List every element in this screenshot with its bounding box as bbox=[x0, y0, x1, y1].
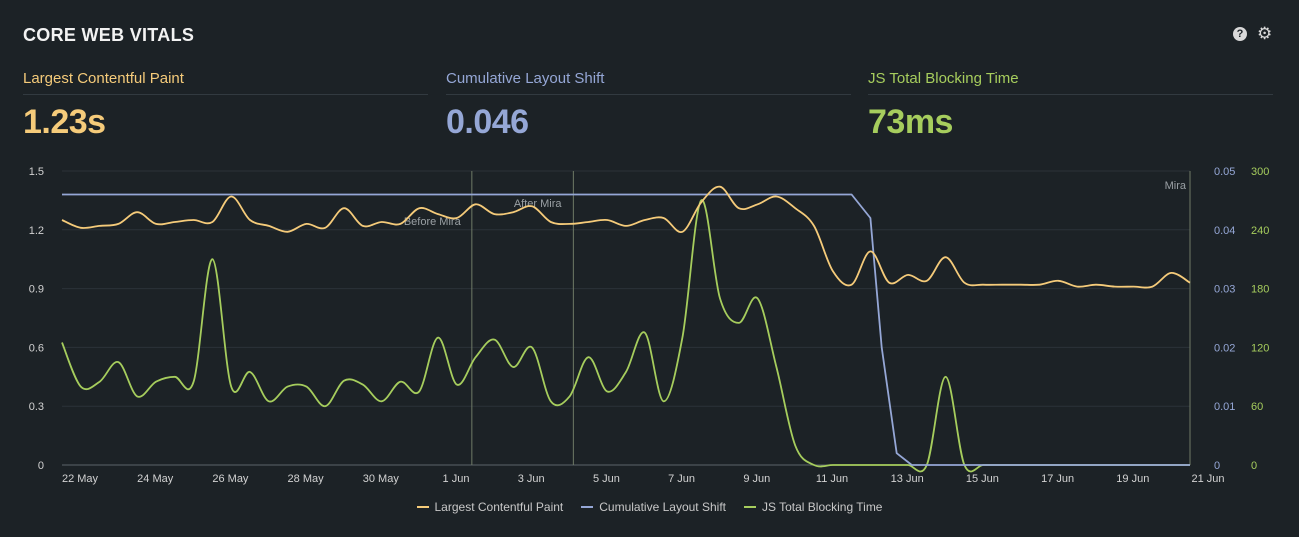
x-tick-label: 15 Jun bbox=[966, 473, 999, 485]
y-right-cls-tick-label: 0.03 bbox=[1214, 284, 1235, 296]
x-tick-label: 5 Jun bbox=[593, 473, 620, 485]
metric-lcp-label: Largest Contentful Paint bbox=[23, 70, 428, 95]
y-left-tick-label: 0.9 bbox=[29, 284, 44, 296]
x-tick-label: 22 May bbox=[62, 473, 99, 485]
line-chart: 0 0.3 0.6 0.9 1.2 1.5 0 0.01 0.02 0.03 0.04 0.05 0 60… bbox=[29, 166, 1270, 485]
y-right-tbt-tick-label: 240 bbox=[1251, 225, 1269, 237]
header-icons: ? ⚙ bbox=[1233, 24, 1273, 43]
legend-label-cls: Cumulative Layout Shift bbox=[599, 500, 726, 514]
x-tick-label: 7 Jun bbox=[668, 473, 695, 485]
y-left-tick-label: 0 bbox=[38, 460, 44, 472]
x-tick-label: 13 Jun bbox=[891, 473, 924, 485]
y-left-tick-label: 1.5 bbox=[29, 166, 44, 178]
metric-lcp-value: 1.23s bbox=[23, 103, 106, 141]
chart-legend: Largest Contentful Paint Cumulative Layo… bbox=[0, 500, 1299, 514]
y-right-tbt-tick-label: 120 bbox=[1251, 342, 1269, 354]
legend-swatch-tbt bbox=[743, 506, 756, 508]
x-tick-label: 17 Jun bbox=[1041, 473, 1074, 485]
legend-swatch-cls bbox=[581, 506, 594, 508]
help-icon[interactable]: ? bbox=[1233, 27, 1247, 41]
metric-tbt-value: 73ms bbox=[868, 103, 953, 141]
legend-item-lcp[interactable]: Largest Contentful Paint bbox=[416, 500, 564, 514]
legend-label-tbt: JS Total Blocking Time bbox=[761, 500, 883, 514]
legend-swatch-lcp bbox=[416, 506, 429, 508]
annotation-label-before: Before Mira bbox=[404, 216, 462, 228]
metric-cls: Cumulative Layout Shift 0.046 bbox=[446, 70, 851, 142]
y-right-cls-tick-label: 0 bbox=[1214, 460, 1220, 472]
y-right-cls-tick-label: 0.04 bbox=[1214, 225, 1235, 237]
legend-label-lcp: Largest Contentful Paint bbox=[434, 500, 564, 514]
x-tick-label: 3 Jun bbox=[518, 473, 545, 485]
metric-tbt: JS Total Blocking Time 73ms bbox=[868, 70, 1273, 142]
y-right-tbt-tick-label: 0 bbox=[1251, 460, 1257, 472]
y-right-cls-tick-label: 0.05 bbox=[1214, 166, 1235, 178]
gear-icon[interactable]: ⚙ bbox=[1257, 24, 1273, 43]
x-tick-label: 19 Jun bbox=[1116, 473, 1149, 485]
x-tick-label: 1 Jun bbox=[443, 473, 470, 485]
y-right-tbt-tick-label: 300 bbox=[1251, 166, 1269, 178]
panel-title: CORE WEB VITALS bbox=[23, 25, 195, 45]
y-left-tick-label: 1.2 bbox=[29, 225, 44, 237]
x-tick-label: 21 Jun bbox=[1191, 473, 1224, 485]
y-right-cls-tick-label: 0.02 bbox=[1214, 342, 1235, 354]
y-right-tbt-tick-label: 60 bbox=[1251, 401, 1263, 413]
y-left-tick-label: 0.6 bbox=[29, 342, 44, 354]
x-tick-label: 30 May bbox=[363, 473, 400, 485]
x-tick-label: 26 May bbox=[212, 473, 249, 485]
annotation-label-mira: Mira bbox=[1165, 180, 1187, 192]
legend-item-tbt[interactable]: JS Total Blocking Time bbox=[743, 500, 883, 514]
y-right-tbt-tick-label: 180 bbox=[1251, 284, 1269, 296]
metric-tbt-label: JS Total Blocking Time bbox=[868, 70, 1273, 95]
metric-cls-label: Cumulative Layout Shift bbox=[446, 70, 851, 95]
metric-cls-value: 0.046 bbox=[446, 103, 529, 141]
series-line-tbt bbox=[61, 199, 1190, 473]
series-line-lcp bbox=[61, 185, 1191, 289]
x-tick-label: 24 May bbox=[137, 473, 174, 485]
y-right-cls-tick-label: 0.01 bbox=[1214, 401, 1235, 413]
x-tick-label: 28 May bbox=[288, 473, 325, 485]
metric-lcp: Largest Contentful Paint 1.23s bbox=[23, 70, 428, 142]
y-left-tick-label: 0.3 bbox=[29, 401, 44, 413]
legend-item-cls[interactable]: Cumulative Layout Shift bbox=[581, 500, 726, 514]
series-line-cls bbox=[62, 193, 1190, 466]
x-tick-label: 11 Jun bbox=[816, 473, 848, 485]
x-tick-label: 9 Jun bbox=[743, 473, 770, 485]
